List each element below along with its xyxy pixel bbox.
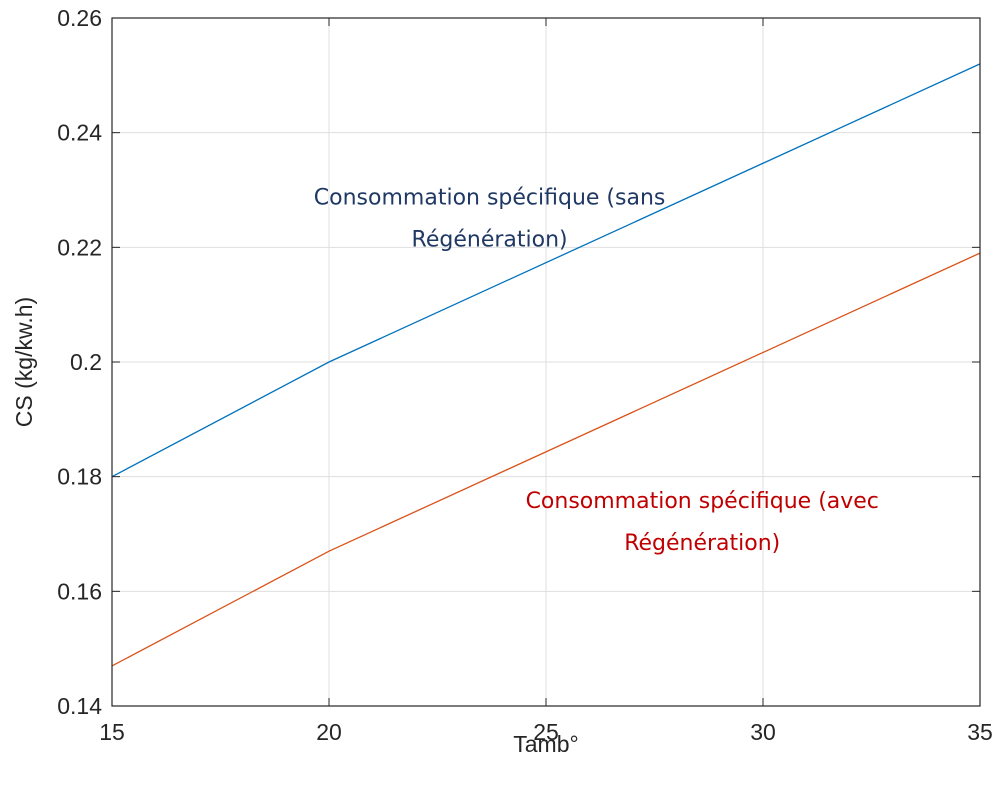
series-line-1 bbox=[111, 63, 981, 478]
y-tick-label: 0.24 bbox=[57, 120, 102, 146]
y-tick-label: 0.26 bbox=[57, 5, 102, 31]
y-tick-label: 0.22 bbox=[57, 234, 102, 260]
series-line-2 bbox=[111, 252, 981, 667]
x-tick-label: 25 bbox=[533, 719, 559, 745]
annotation-1-line-2: Régénération) bbox=[412, 227, 568, 252]
y-tick-labels: 0.14 0.16 0.18 0.2 0.22 0.24 0.26 bbox=[57, 5, 102, 719]
y-tick-label: 0.2 bbox=[70, 349, 102, 375]
x-tick-label: 15 bbox=[99, 719, 125, 745]
annotations: Consommation spécifique (sans Régénératio… bbox=[314, 185, 879, 556]
y-axis-label: CS (kg/kw.h) bbox=[11, 297, 37, 427]
annotation-2-line-2: Régénération) bbox=[624, 531, 780, 556]
y-tick-label: 0.16 bbox=[57, 578, 102, 604]
y-tick-label: 0.18 bbox=[57, 464, 102, 490]
tick-marks bbox=[111, 17, 981, 707]
x-axis-label: Tamb° bbox=[513, 731, 578, 757]
y-tick-label: 0.14 bbox=[57, 693, 102, 719]
series-group bbox=[111, 63, 981, 667]
annotation-2-line-1: Consommation spécifique (avec bbox=[526, 489, 879, 514]
x-tick-label: 30 bbox=[750, 719, 776, 745]
x-tick-label: 35 bbox=[967, 719, 993, 745]
x-tick-label: 20 bbox=[316, 719, 342, 745]
annotation-1-line-1: Consommation spécifique (sans bbox=[314, 185, 666, 210]
x-tick-labels: 15 20 25 30 35 bbox=[99, 719, 993, 745]
